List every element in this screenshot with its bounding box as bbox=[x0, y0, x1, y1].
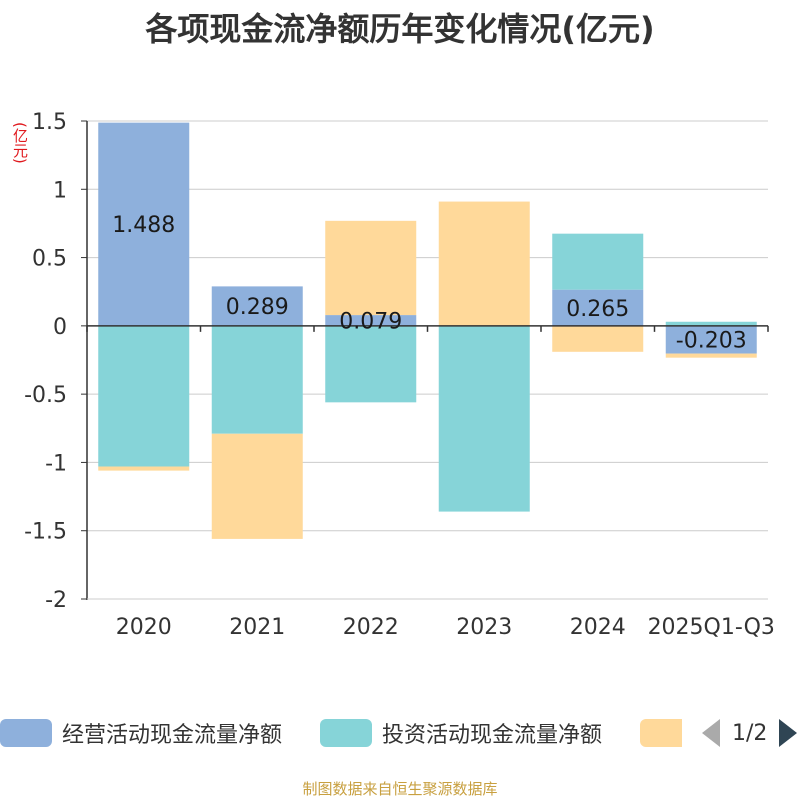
legend-pager: 1/2 bbox=[702, 715, 798, 751]
pager-prev-arrow-icon[interactable] bbox=[702, 719, 720, 747]
legend: 经营活动现金流量净额 投资活动现金流量净额 1/2 bbox=[0, 715, 800, 755]
bar-segment-series2-2 bbox=[325, 220, 417, 316]
x-tick-label: 2021 bbox=[229, 615, 285, 640]
data-source-footer: 制图数据来自恒生聚源数据库 bbox=[302, 780, 498, 798]
bar-segment-series2-4 bbox=[552, 325, 644, 352]
bar-segment-series2-5 bbox=[665, 353, 757, 358]
pager-page-indicator: 1/2 bbox=[732, 720, 768, 746]
data-label: 1.488 bbox=[112, 213, 175, 238]
data-label: 0.289 bbox=[226, 295, 289, 320]
x-tick-label: 2020 bbox=[116, 615, 172, 640]
data-label: -0.203 bbox=[676, 329, 747, 354]
y-tick-label: -1 bbox=[45, 451, 67, 476]
bar-segment-series1-1 bbox=[211, 325, 303, 434]
pager-next-arrow-icon[interactable] bbox=[779, 719, 798, 747]
legend-label-operating: 经营活动现金流量净额 bbox=[62, 723, 283, 748]
data-label: 0.265 bbox=[566, 297, 629, 322]
bar-segment-series2-1 bbox=[211, 433, 303, 539]
bar-segment-series1-2 bbox=[325, 325, 417, 403]
bar-segment-series2-3 bbox=[438, 201, 530, 326]
bar-segment-series1-5 bbox=[665, 321, 757, 326]
y-tick-label: 1.5 bbox=[32, 110, 67, 135]
bar-segment-series1-4 bbox=[552, 233, 644, 290]
legend-swatch-investing bbox=[320, 719, 372, 747]
legend-item-investing[interactable]: 投资活动现金流量净额 bbox=[320, 715, 602, 751]
legend-swatch-operating bbox=[0, 719, 52, 747]
y-tick-label: -2 bbox=[45, 588, 67, 613]
bar-segment-series0-2 bbox=[325, 315, 417, 326]
data-label: 0.079 bbox=[339, 309, 402, 334]
x-tick-label: 2023 bbox=[456, 615, 512, 640]
bar-segment-series1-0 bbox=[98, 325, 190, 467]
bar-segment-series0-5 bbox=[665, 325, 757, 354]
y-axis-unit-label: (亿元) bbox=[11, 122, 29, 164]
chart-title: 各项现金流净额历年变化情况(亿元) bbox=[145, 10, 655, 48]
y-tick-label: 0 bbox=[53, 315, 67, 340]
y-tick-label: 0.5 bbox=[32, 247, 67, 272]
x-tick-label: 2022 bbox=[343, 615, 399, 640]
x-tick-label: 2024 bbox=[570, 615, 626, 640]
bar-segment-series2-0 bbox=[98, 466, 190, 471]
bar-segment-series1-3 bbox=[438, 325, 530, 512]
y-tick-label: -1.5 bbox=[24, 520, 67, 545]
legend-swatch-financing bbox=[640, 719, 682, 747]
y-tick-label: 1 bbox=[53, 178, 67, 203]
legend-item-financing[interactable] bbox=[640, 715, 682, 751]
x-tick-label: 2025Q1-Q3 bbox=[648, 615, 775, 640]
legend-label-investing: 投资活动现金流量净额 bbox=[382, 723, 603, 748]
bar-segment-series0-0 bbox=[98, 122, 190, 326]
legend-item-operating[interactable]: 经营活动现金流量净额 bbox=[0, 715, 282, 751]
bar-segment-series0-4 bbox=[552, 289, 644, 326]
bar-segment-series0-1 bbox=[211, 286, 303, 326]
y-tick-label: -0.5 bbox=[24, 383, 67, 408]
